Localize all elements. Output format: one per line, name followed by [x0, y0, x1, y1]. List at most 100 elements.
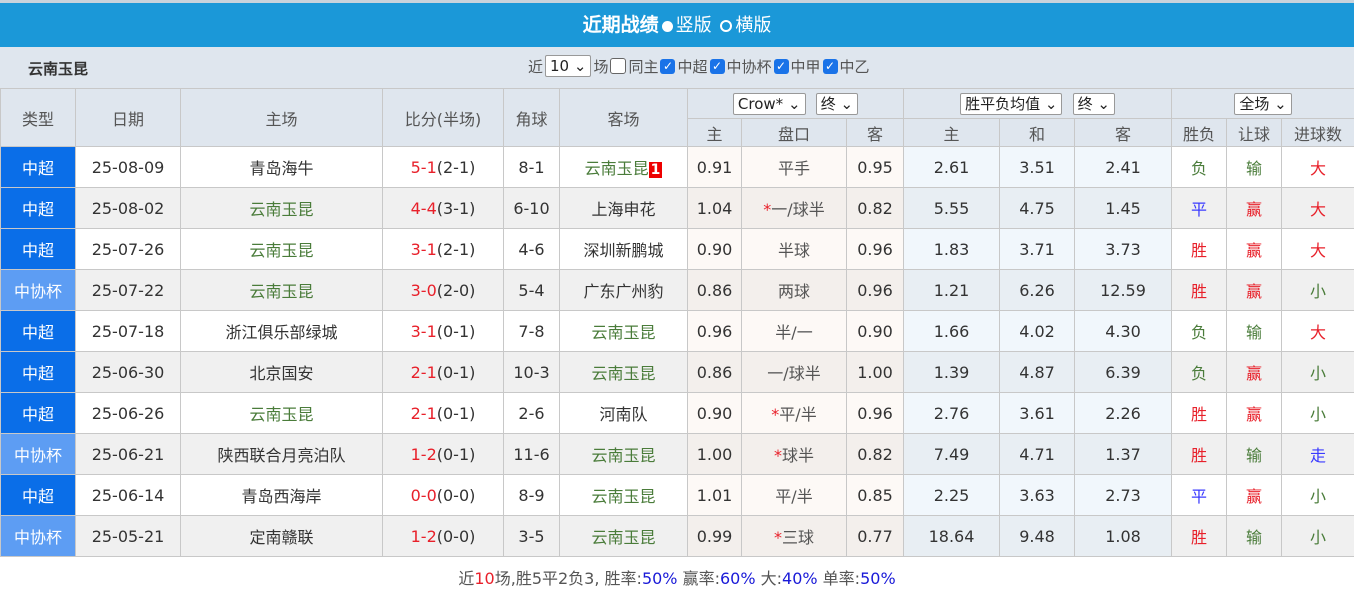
goals-result-text: 小	[1310, 364, 1326, 383]
away-team[interactable]: 云南玉昆	[560, 311, 688, 352]
handicap-line-text: 平/半	[779, 405, 816, 424]
handicap-away-odds: 1.00	[847, 352, 904, 393]
match-type: 中超	[1, 147, 76, 188]
euro-home-odds: 5.55	[904, 188, 1000, 229]
euro-away-odds: 1.37	[1075, 434, 1172, 475]
home-team[interactable]: 云南玉昆	[181, 188, 383, 229]
away-team[interactable]: 云南玉昆	[560, 475, 688, 516]
radio-vertical[interactable]	[662, 21, 673, 32]
match-result: 负	[1172, 147, 1227, 188]
away-team[interactable]: 广东广州豹	[560, 270, 688, 311]
match-date: 25-07-22	[76, 270, 181, 311]
corners: 11-6	[504, 434, 560, 475]
half-time-score: (0-1)	[437, 363, 476, 382]
away-team-text[interactable]: 云南玉昆	[591, 487, 655, 506]
home-team[interactable]: 云南玉昆	[181, 270, 383, 311]
home-team-text[interactable]: 云南玉昆	[249, 282, 313, 301]
odds-state-select[interactable]: 终 ⌄	[816, 93, 858, 115]
home-team[interactable]: 青岛海牛	[181, 147, 383, 188]
handicap-line-text: 半/一	[775, 323, 812, 342]
handicap-home-odds: 1.00	[688, 434, 742, 475]
home-team[interactable]: 浙江俱乐部绿城	[181, 311, 383, 352]
handicap-home-odds-text: 0.96	[697, 322, 733, 341]
company-value: Crow*	[738, 95, 783, 113]
away-team-text[interactable]: 河南队	[599, 405, 647, 424]
away-team-text[interactable]: 云南玉昆	[591, 364, 655, 383]
summary-text: 赢率:	[678, 569, 720, 588]
away-team[interactable]: 云南玉昆	[560, 434, 688, 475]
league-checkbox-fa-cup[interactable]: ✓	[710, 59, 725, 74]
handicap-line: *一/球半	[742, 188, 847, 229]
company-select[interactable]: Crow* ⌄	[733, 93, 806, 115]
match-count-select[interactable]: 10 ⌄	[545, 55, 591, 77]
handicap-result-text: 输	[1246, 528, 1262, 547]
home-team-text[interactable]: 北京国安	[249, 364, 313, 383]
home-team-text[interactable]: 陕西联合月亮泊队	[217, 446, 345, 465]
radio-horizontal-label[interactable]: 横版	[735, 15, 771, 36]
full-time-score: 3-0	[411, 281, 437, 300]
period-select[interactable]: 全场 ⌄	[1234, 93, 1291, 115]
away-team[interactable]: 云南玉昆	[560, 516, 688, 557]
match-type-text: 中超	[22, 323, 54, 342]
home-team-text[interactable]: 浙江俱乐部绿城	[225, 323, 337, 342]
euro-home-odds-text: 5.55	[934, 199, 970, 218]
home-team[interactable]: 云南玉昆	[181, 393, 383, 434]
home-team-text[interactable]: 定南赣联	[249, 528, 313, 547]
away-team[interactable]: 深圳新鹏城	[560, 229, 688, 270]
euro-header: 胜平负均值 ⌄ 终 ⌄	[904, 89, 1172, 119]
match-date-text: 25-06-14	[92, 486, 165, 505]
col-score: 比分(半场)	[383, 89, 504, 147]
euro-state-select[interactable]: 终 ⌄	[1073, 93, 1115, 115]
handicap-line-text: 一/球半	[771, 200, 824, 219]
euro-draw-odds-text: 4.71	[1019, 445, 1055, 464]
corners-text: 8-9	[518, 486, 544, 505]
league-checkbox-league-one[interactable]: ✓	[774, 59, 789, 74]
home-team[interactable]: 陕西联合月亮泊队	[181, 434, 383, 475]
score: 4-4(3-1)	[383, 188, 504, 229]
euro-draw-odds-text: 3.51	[1019, 158, 1055, 177]
league-checkbox-league-two[interactable]: ✓	[823, 59, 838, 74]
radio-vertical-label[interactable]: 竖版	[676, 15, 712, 36]
home-team[interactable]: 定南赣联	[181, 516, 383, 557]
home-team-text[interactable]: 云南玉昆	[249, 405, 313, 424]
home-team-text[interactable]: 青岛海牛	[249, 159, 313, 178]
goals-result-text: 大	[1310, 200, 1326, 219]
league-checkbox-csl[interactable]: ✓	[660, 59, 675, 74]
away-team-text[interactable]: 广东广州豹	[583, 282, 663, 301]
match-type-text: 中协杯	[14, 528, 62, 547]
handicap-home-odds: 0.90	[688, 229, 742, 270]
home-team-text[interactable]: 云南玉昆	[249, 200, 313, 219]
home-team[interactable]: 云南玉昆	[181, 229, 383, 270]
euro-away-odds-text: 2.26	[1105, 404, 1141, 423]
radio-horizontal[interactable]	[720, 20, 732, 32]
away-team[interactable]: 河南队	[560, 393, 688, 434]
away-team-text[interactable]: 云南玉昆	[591, 323, 655, 342]
euro-home-odds: 2.25	[904, 475, 1000, 516]
home-team-text[interactable]: 云南玉昆	[249, 241, 313, 260]
away-team-text[interactable]: 上海申花	[591, 200, 655, 219]
away-team[interactable]: 云南玉昆	[560, 352, 688, 393]
subcol-header: 客	[1075, 119, 1172, 147]
home-team[interactable]: 北京国安	[181, 352, 383, 393]
euro-type-select[interactable]: 胜平负均值 ⌄	[960, 93, 1062, 115]
away-team[interactable]: 上海申花	[560, 188, 688, 229]
away-team-text[interactable]: 云南玉昆	[591, 528, 655, 547]
summary-text: 场,胜5平2负3, 胜率:	[495, 569, 642, 588]
match-date-text: 25-07-22	[92, 281, 165, 300]
corners: 7-8	[504, 311, 560, 352]
same-home-checkbox[interactable]	[610, 58, 626, 74]
away-team-text[interactable]: 云南玉昆	[591, 446, 655, 465]
handicap-win-rate: 60%	[720, 569, 756, 588]
corners-text: 3-5	[518, 527, 544, 546]
away-team-text[interactable]: 云南玉昆	[585, 159, 649, 178]
score: 3-1(0-1)	[383, 311, 504, 352]
match-type: 中协杯	[1, 434, 76, 475]
goals-result-text: 大	[1310, 159, 1326, 178]
euro-away-odds: 4.30	[1075, 311, 1172, 352]
home-team[interactable]: 青岛西海岸	[181, 475, 383, 516]
match-type-text: 中超	[22, 159, 54, 178]
home-team-text[interactable]: 青岛西海岸	[241, 487, 321, 506]
away-team-text[interactable]: 深圳新鹏城	[583, 241, 663, 260]
